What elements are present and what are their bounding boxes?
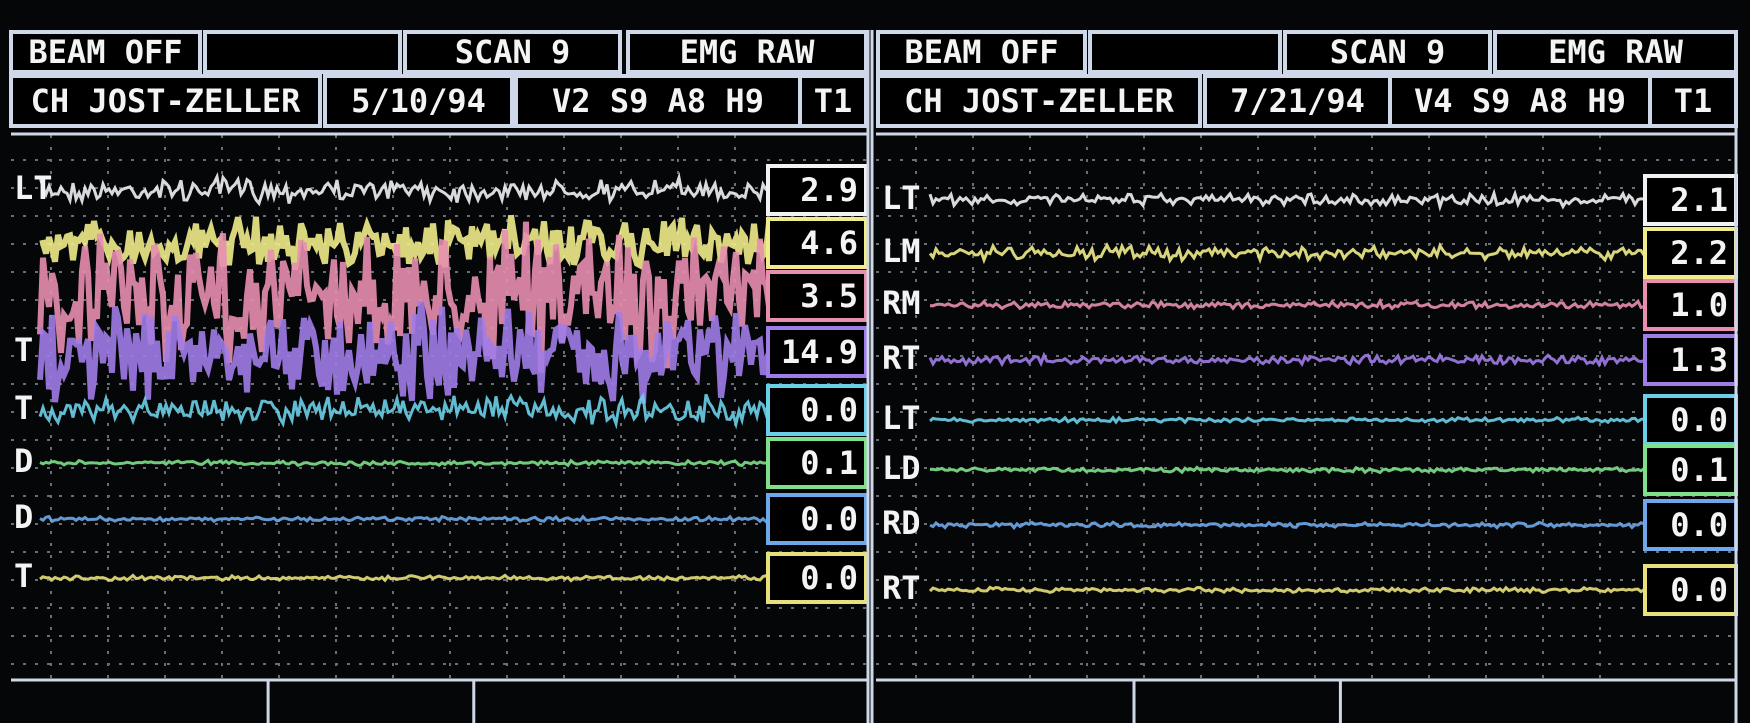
channel-value: 14.9 <box>781 333 858 371</box>
channel-value: 2.1 <box>1670 181 1728 219</box>
header-field: 7/21/94 <box>1230 82 1365 120</box>
header-field: BEAM OFF <box>28 33 182 71</box>
channel-label: LT <box>14 169 53 207</box>
channel-value: 1.3 <box>1670 341 1728 379</box>
channel-value: 2.2 <box>1670 234 1728 272</box>
channel-label: T <box>14 389 33 427</box>
channel-label: RD <box>882 504 921 542</box>
header-field: EMG RAW <box>1548 33 1684 71</box>
channel-value: 4.6 <box>800 224 858 262</box>
channel-value: 2.9 <box>800 171 858 209</box>
emg-monitor: BEAM OFF SCAN 9 EMG RAW CH JOST-ZELLER 5/10/… <box>0 0 1750 723</box>
channel-value: 0.1 <box>800 444 858 482</box>
channel-value: 3.5 <box>800 277 858 315</box>
channel-label: LD <box>882 449 921 487</box>
box <box>1090 32 1280 72</box>
header-field: 5/10/94 <box>351 82 486 120</box>
header-field: SCAN 9 <box>1330 33 1446 71</box>
box <box>205 32 400 72</box>
channel-label: LT <box>882 179 921 217</box>
channel-value: 0.0 <box>800 391 858 429</box>
channel-label: D <box>14 442 33 480</box>
header-field: V2 S9 A8 H9 <box>552 82 764 120</box>
channel-value: 0.1 <box>1670 451 1728 489</box>
channel-label: LT <box>882 399 921 437</box>
header-field: BEAM OFF <box>904 33 1058 71</box>
channel-value: 0.0 <box>800 500 858 538</box>
channel-value: 0.0 <box>1670 571 1728 609</box>
channel-label: RT <box>882 569 921 607</box>
channel-label: RT <box>882 339 921 377</box>
header-field: T1 <box>814 82 853 120</box>
channel-label: D <box>14 498 33 536</box>
channel-label: RM <box>882 284 921 322</box>
channel-value: 1.0 <box>1670 286 1728 324</box>
channel-label: T <box>14 557 33 595</box>
channel-value: 0.0 <box>1670 506 1728 544</box>
header-field: V4 S9 A8 H9 <box>1414 82 1626 120</box>
channel-value: 0.0 <box>800 559 858 597</box>
header-field: T1 <box>1674 82 1713 120</box>
header-field: CH JOST-ZELLER <box>31 82 301 120</box>
header-field: SCAN 9 <box>455 33 571 71</box>
channel-value: 0.0 <box>1670 401 1728 439</box>
header-field: EMG RAW <box>680 33 816 71</box>
channel-label: T <box>14 331 33 369</box>
channel-label: LM <box>882 232 921 270</box>
header-field: CH JOST-ZELLER <box>904 82 1174 120</box>
